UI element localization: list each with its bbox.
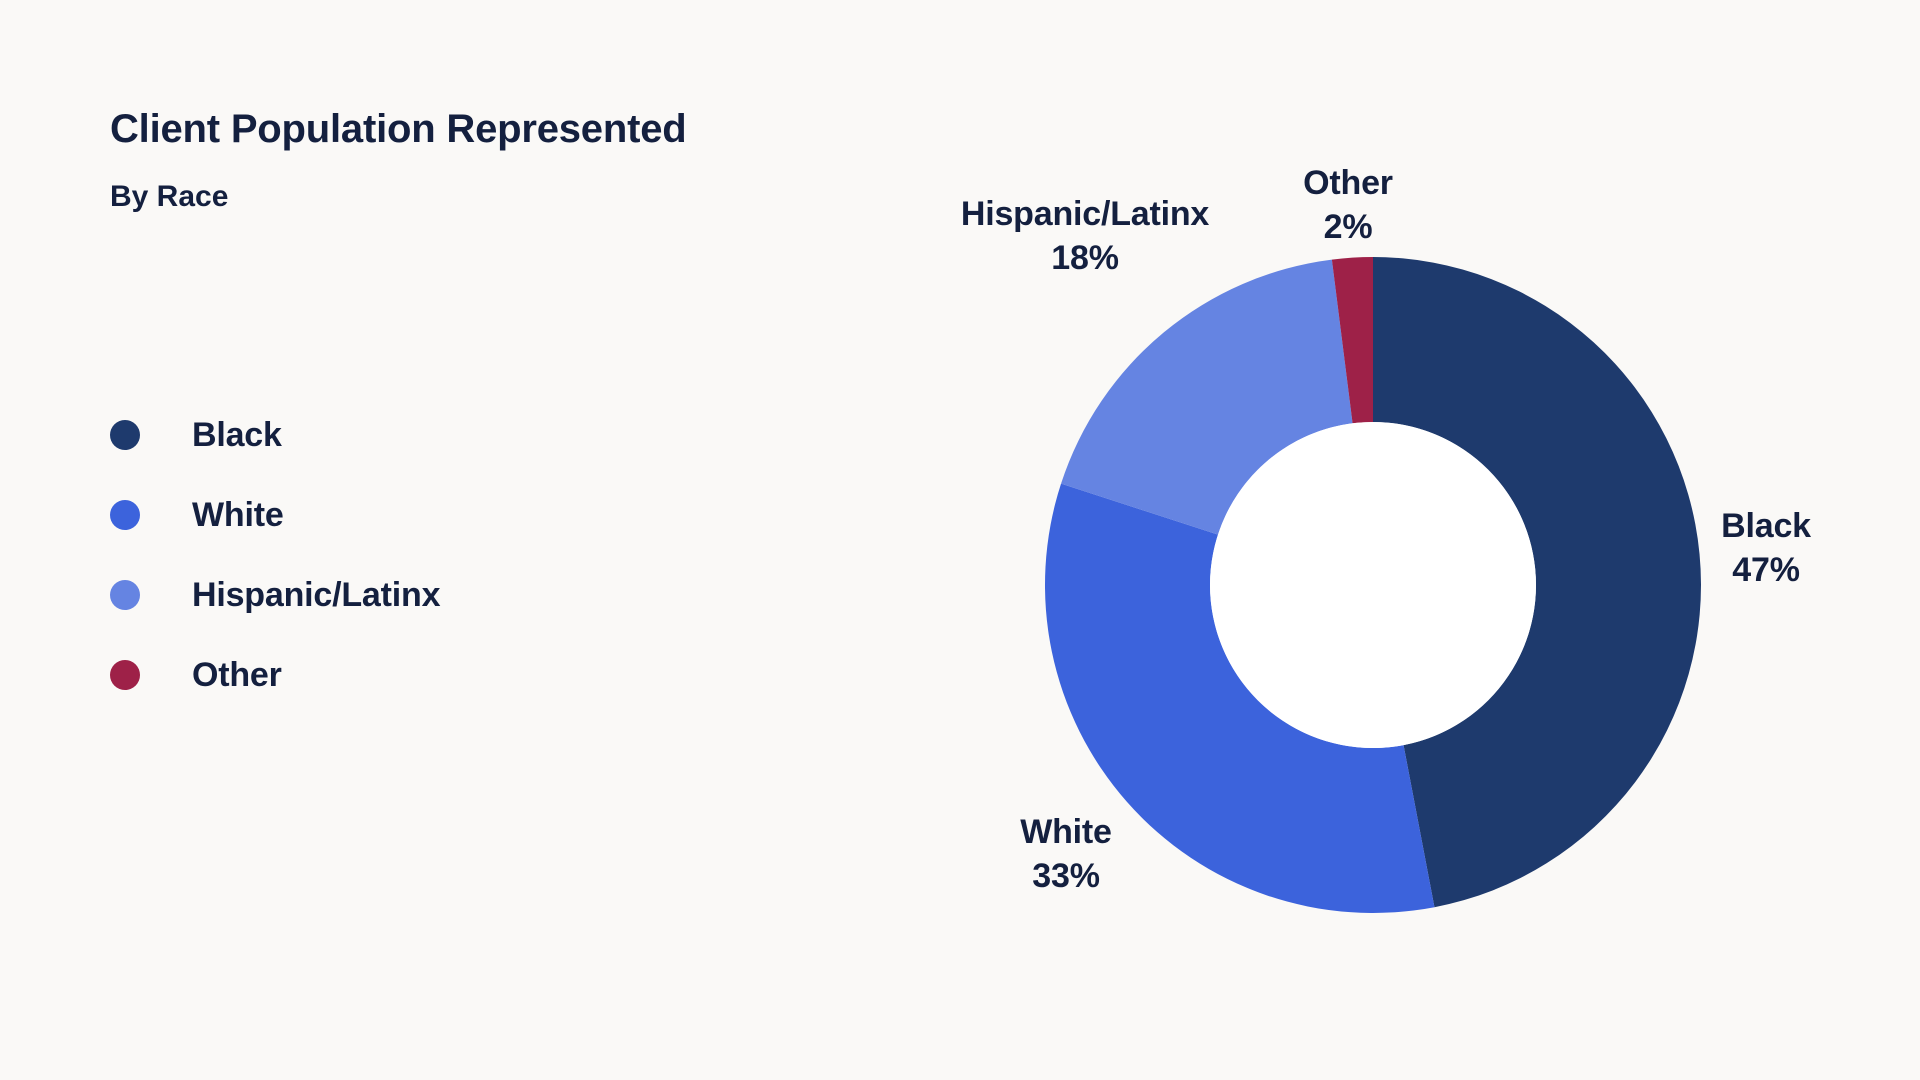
slice-callout-name: Black: [1721, 507, 1811, 545]
donut-slice-black: [1373, 257, 1701, 908]
slice-callout-other: Other 2%: [1303, 161, 1393, 249]
page-subtitle: By Race: [110, 180, 229, 213]
legend-item-other: Other: [110, 635, 440, 715]
legend-swatch-black: [110, 420, 140, 450]
slice-callout-white: White 33%: [1020, 810, 1112, 898]
legend-label: White: [192, 495, 284, 534]
legend-item-white: White: [110, 475, 440, 555]
slice-callout-name: Other: [1303, 164, 1393, 202]
donut-slice-white: [1044, 483, 1435, 914]
legend-swatch-hispanic-latinx: [110, 580, 140, 610]
legend-item-hispanic-latinx: Hispanic/Latinx: [110, 555, 440, 635]
donut-slice-other: [1331, 257, 1373, 424]
legend-swatch-white: [110, 500, 140, 530]
legend-swatch-other: [110, 660, 140, 690]
slice-callout-value: 33%: [1032, 857, 1100, 895]
slice-callout-name: White: [1020, 813, 1112, 851]
page-title: Client Population Represented: [110, 107, 687, 151]
legend-label: Hispanic/Latinx: [192, 575, 441, 614]
slice-callout-value: 2%: [1323, 208, 1373, 246]
legend-label: Black: [192, 415, 282, 454]
slice-callout-value: 47%: [1732, 551, 1800, 589]
legend: Black White Hispanic/Latinx Other: [110, 395, 440, 715]
donut-hole: [1210, 422, 1536, 748]
slice-callout-black: Black 47%: [1721, 504, 1811, 592]
slice-callout-value: 18%: [1051, 239, 1119, 277]
slice-callout-name: Hispanic/Latinx: [960, 195, 1210, 233]
donut-slice-hispanic-latinx: [1061, 259, 1353, 535]
legend-item-black: Black: [110, 395, 440, 475]
legend-label: Other: [192, 655, 282, 694]
slice-callout-hispanic-latinx: Hispanic/Latinx 18%: [961, 192, 1209, 280]
